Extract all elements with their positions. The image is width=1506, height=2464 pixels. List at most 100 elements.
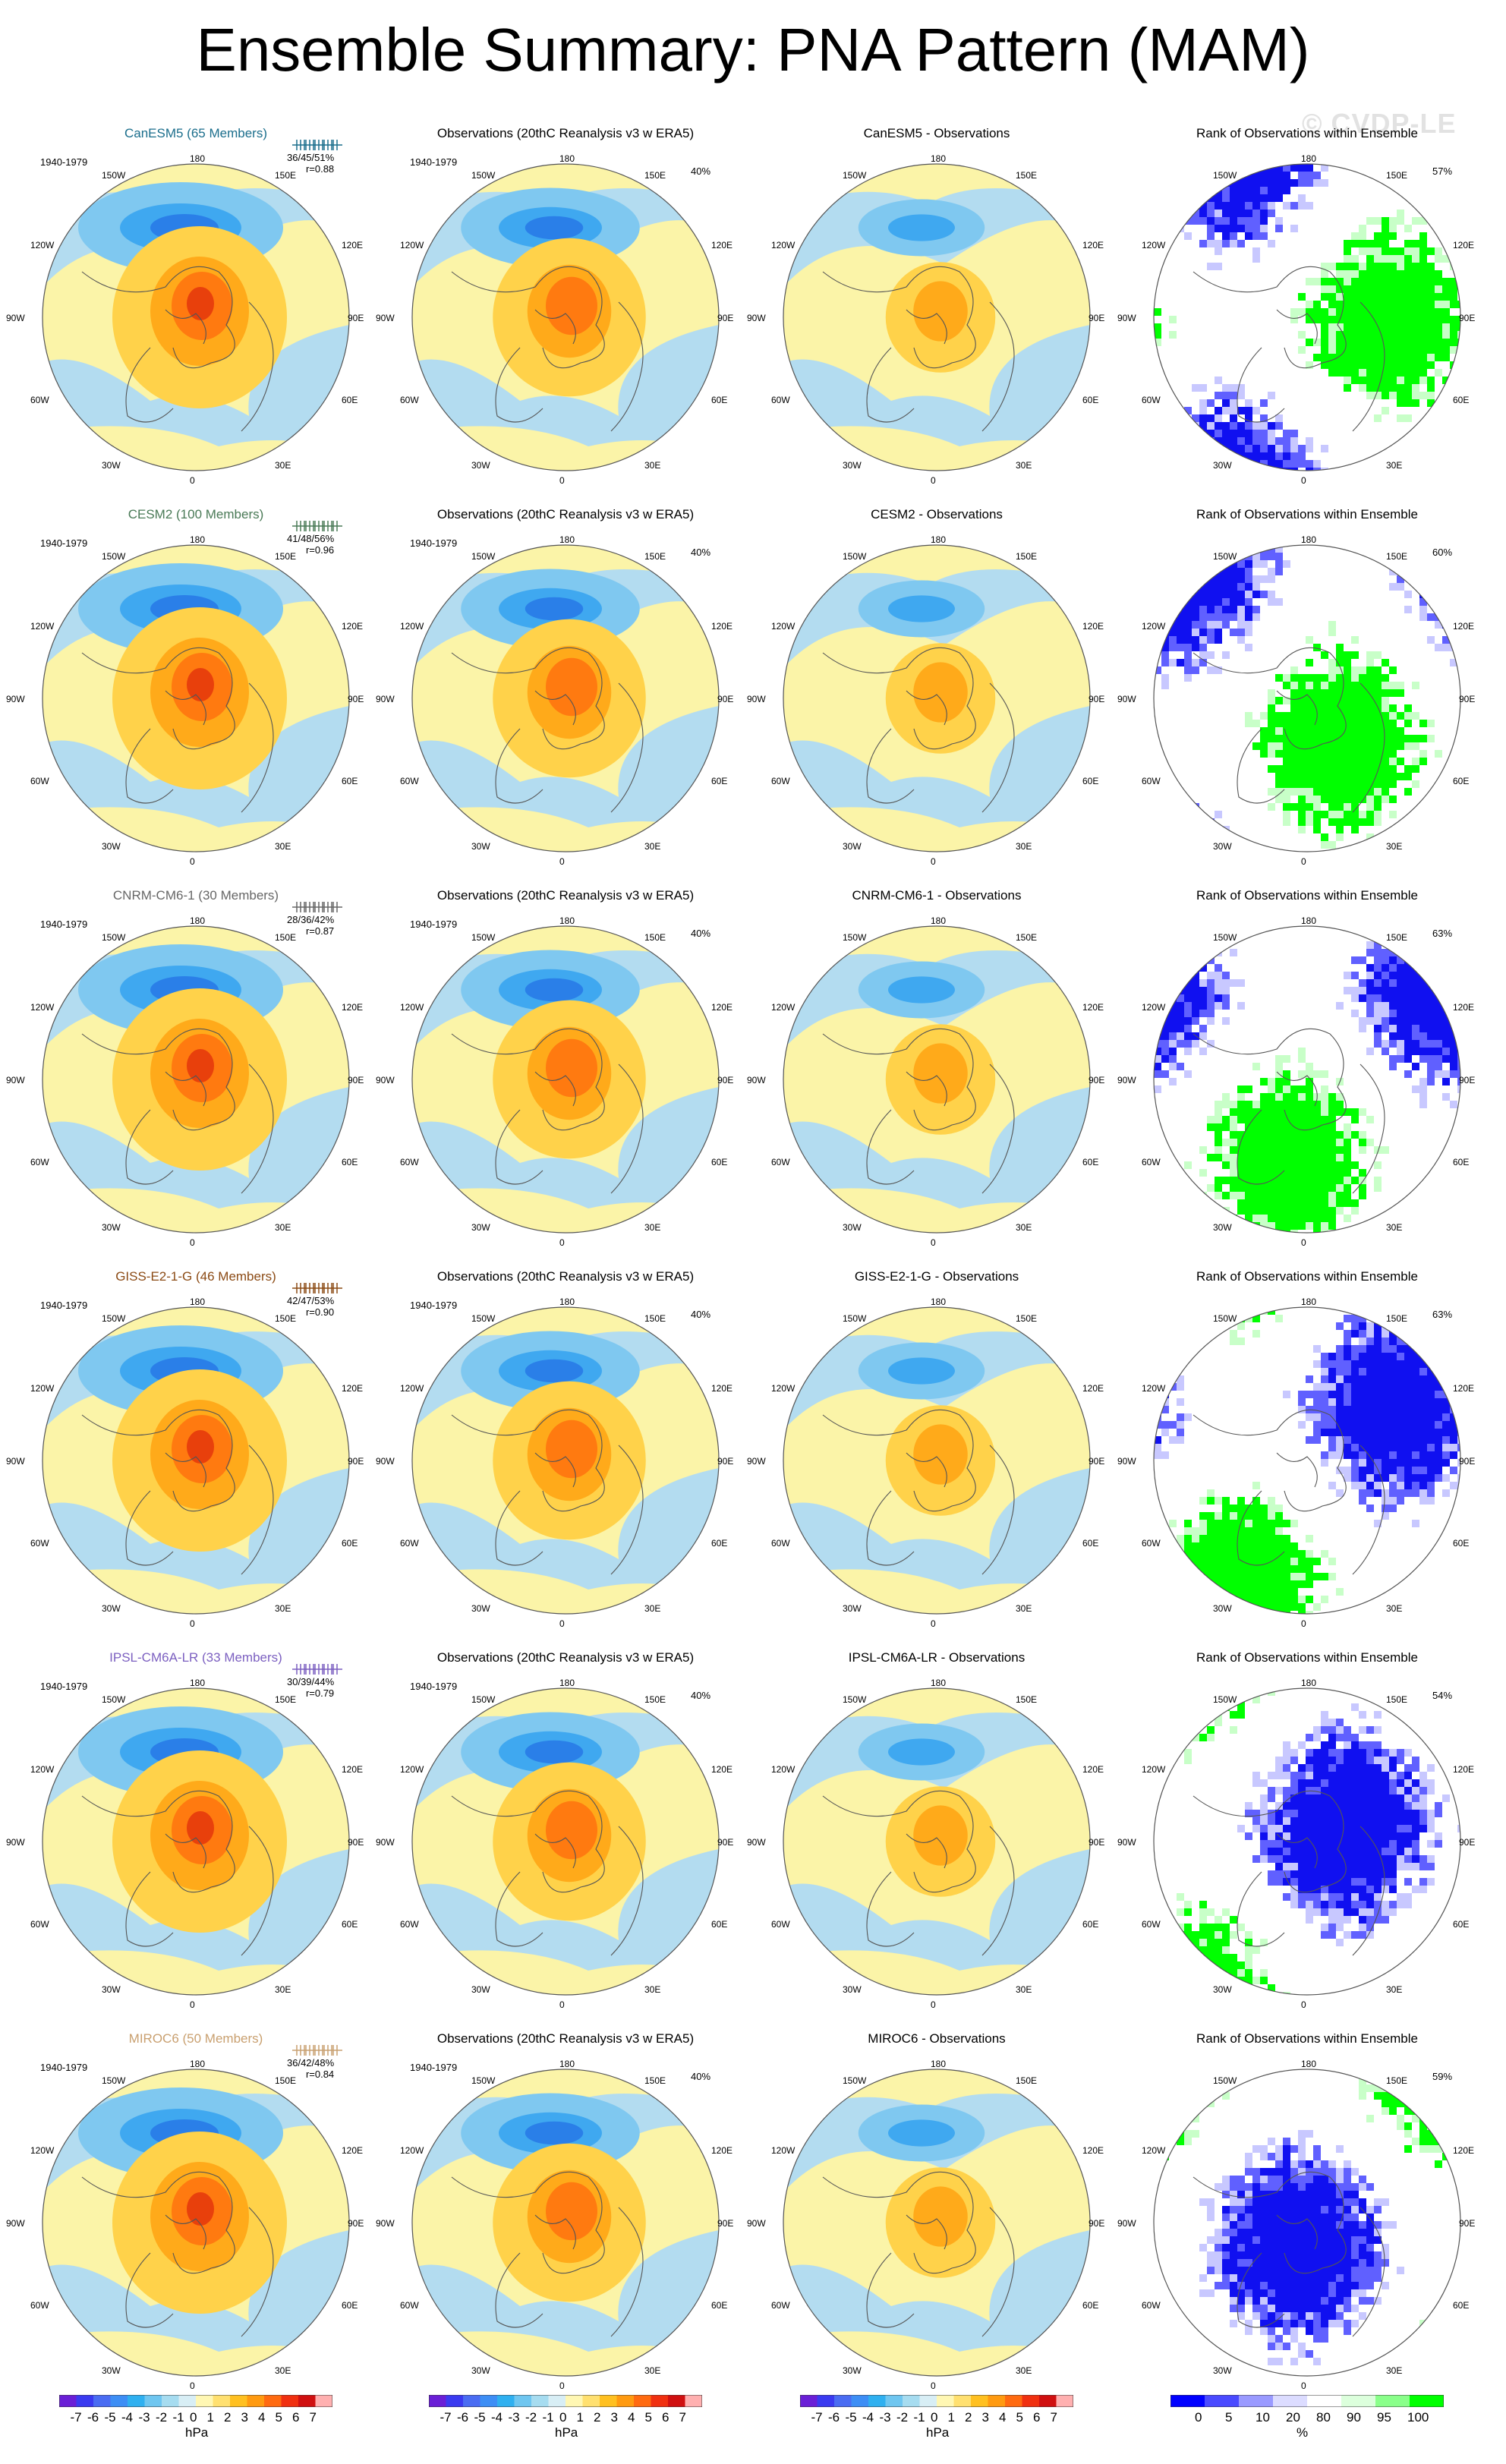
- lon-label-bottom: 0: [931, 2381, 936, 2391]
- lon-label-ne: 150E: [1016, 170, 1038, 181]
- lon-label-e: 90E: [348, 2218, 364, 2229]
- lon-label-w: 90W: [747, 2218, 766, 2229]
- colorbar-swatch: [59, 2395, 77, 2407]
- lon-label-esw: 60E: [711, 2300, 728, 2311]
- colorbar-tick-label: 5: [275, 2410, 282, 2425]
- colorbar-unit: hPa: [926, 2425, 950, 2440]
- lon-label-nw: 150W: [843, 551, 867, 562]
- lon-label-ene: 120E: [342, 1383, 364, 1394]
- colorbar-tick-label: 4: [628, 2410, 635, 2425]
- obs-pct: 40%: [691, 928, 711, 939]
- colorbar-swatch: [497, 2395, 515, 2407]
- lon-label-wsw: 60W: [30, 1538, 49, 1549]
- lon-label-w: 90W: [6, 1837, 25, 1848]
- coastline: [495, 1109, 543, 1185]
- colorbar-swatch: [531, 2395, 549, 2407]
- lon-label-top: 180: [190, 2059, 206, 2069]
- lon-label-bottom: 0: [559, 475, 565, 486]
- colorbar-tick-label: -2: [156, 2410, 168, 2425]
- lon-label-w: 90W: [6, 313, 25, 323]
- lon-label-esw: 60E: [1082, 1538, 1099, 1549]
- pattern-stats: 30/39/44% r=0.79: [287, 1676, 334, 1699]
- lon-label-wsw: 60W: [1142, 1157, 1161, 1167]
- lon-label-se: 30E: [1386, 841, 1403, 852]
- lon-label-ne: 150E: [275, 1694, 297, 1705]
- lon-label-nw: 150W: [1213, 1694, 1237, 1705]
- period-label: 1940-1979: [40, 1300, 88, 1311]
- lon-label-se: 30E: [1016, 1984, 1032, 1995]
- colorbar-tick-label: 6: [1033, 2410, 1041, 2425]
- rank-map: [1153, 925, 1461, 1234]
- map-border: [1153, 163, 1461, 471]
- lon-label-ne: 150E: [1386, 170, 1408, 181]
- lon-label-ene: 120E: [1082, 240, 1104, 250]
- map-border: [1153, 544, 1461, 852]
- rank-pct: 57%: [1432, 165, 1453, 177]
- lon-label-esw: 60E: [711, 395, 728, 405]
- colorbar-swatch: [953, 2395, 972, 2407]
- lon-label-top: 180: [559, 153, 575, 164]
- ensemble-spread-glyph: [292, 1283, 342, 1293]
- obs-pct: 40%: [691, 165, 711, 177]
- colorbar-tick-label: 95: [1377, 2410, 1391, 2425]
- colorbar-tick-label: 1: [576, 2410, 584, 2425]
- map-field: [43, 1688, 349, 1995]
- lon-label-w: 90W: [747, 313, 766, 323]
- map-field: [412, 164, 719, 471]
- lon-label-se: 30E: [644, 841, 661, 852]
- coastline: [125, 728, 174, 804]
- rank-pct: 63%: [1432, 928, 1453, 939]
- difference-title: CanESM5 - Observations: [863, 126, 1010, 140]
- colorbar-swatch: [1341, 2395, 1376, 2407]
- lon-label-ne: 150E: [644, 2075, 666, 2086]
- colorbar-swatch: [1005, 2395, 1022, 2407]
- difference-title: CESM2 - Observations: [871, 507, 1003, 521]
- coastline: [1237, 2252, 1285, 2328]
- lon-label-ne: 150E: [1016, 932, 1038, 943]
- coastline: [495, 728, 543, 804]
- colorbar-swatch: [110, 2395, 128, 2407]
- coastline: [981, 682, 1015, 813]
- difference-title: MIROC6 - Observations: [868, 2031, 1006, 2046]
- rank-field: [1154, 1307, 1460, 1614]
- colorbar-tick-label: -5: [474, 2410, 486, 2425]
- lon-label-sw: 30W: [102, 841, 121, 852]
- map-field: [783, 2069, 1090, 2376]
- lon-label-bottom: 0: [931, 1237, 936, 1248]
- lon-label-wnw: 120W: [1142, 240, 1166, 250]
- lon-label-se: 30E: [644, 1222, 661, 1233]
- lon-label-se: 30E: [1016, 460, 1032, 471]
- lon-label-sw: 30W: [471, 841, 490, 852]
- lon-label-sw: 30W: [102, 460, 121, 471]
- lon-label-sw: 30W: [843, 460, 862, 471]
- rank-title: Rank of Observations within Ensemble: [1196, 2031, 1418, 2046]
- lon-label-bottom: 0: [559, 1999, 565, 2010]
- coastline: [866, 2252, 915, 2328]
- colorbar-swatch: [988, 2395, 1006, 2407]
- lon-label-bottom: 0: [559, 2381, 565, 2391]
- lon-label-se: 30E: [275, 460, 291, 471]
- colorbar-tick-label: -1: [913, 2410, 925, 2425]
- lon-label-w: 90W: [1117, 1075, 1136, 1085]
- rank-title: Rank of Observations within Ensemble: [1196, 1269, 1418, 1284]
- lon-label-bottom: 0: [1301, 856, 1306, 867]
- lon-label-esw: 60E: [1453, 776, 1470, 786]
- lon-label-ene: 120E: [711, 2145, 733, 2156]
- lon-label-esw: 60E: [1453, 2300, 1470, 2311]
- colorbar-tick-label: 7: [309, 2410, 317, 2425]
- colorbar-swatch: [446, 2395, 464, 2407]
- lon-label-sw: 30W: [1213, 1222, 1232, 1233]
- coastline: [81, 266, 235, 369]
- colorbar-swatch: [817, 2395, 835, 2407]
- coastline: [822, 1028, 976, 1131]
- lon-label-ne: 150E: [1386, 551, 1408, 562]
- lon-label-ene: 120E: [1453, 1383, 1475, 1394]
- lon-label-esw: 60E: [342, 1538, 358, 1549]
- lon-label-ene: 120E: [342, 1764, 364, 1775]
- lon-label-ene: 120E: [342, 1002, 364, 1013]
- lon-label-ne: 150E: [644, 170, 666, 181]
- coastline: [866, 1871, 915, 1947]
- pct-range: 36/45/51%: [287, 152, 335, 163]
- coastline: [534, 2214, 576, 2250]
- lon-label-ne: 150E: [1386, 932, 1408, 943]
